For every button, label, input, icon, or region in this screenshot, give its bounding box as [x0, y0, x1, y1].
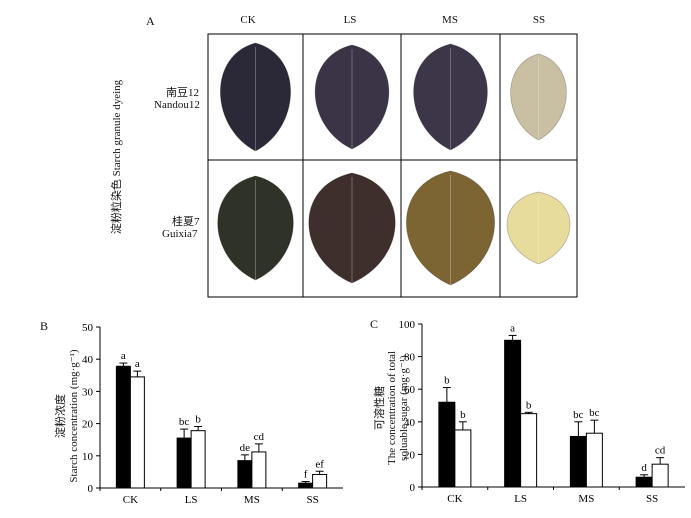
chart-c-svg: 0 20 40 60 80 100 CK b b LS a b MS bc bc SS dcd: [399, 319, 685, 505]
leaf-nandou12-ms: [413, 43, 488, 154]
chart-b-xtick-label: LS: [185, 494, 198, 506]
chart-c-ytick-label: 60: [404, 384, 416, 396]
column-label-ck: CK: [240, 14, 256, 26]
chart-c-sig-letter: b: [444, 375, 450, 387]
chart-c-bar: [651, 463, 669, 488]
chart-c-bar: [635, 476, 653, 488]
chart-b-ytick-label: 40: [82, 354, 94, 366]
leaf-guixia7-ls: [308, 172, 396, 287]
chart-b-sig-letter: f: [304, 469, 308, 481]
chart-c-bar: [454, 429, 472, 488]
panel-a-letter: A: [146, 14, 155, 28]
chart-b-sig-letter: cd: [254, 431, 265, 443]
row-label-cn-nandou12: 南豆12: [166, 87, 199, 99]
leaf-nandou12-ck: [220, 42, 291, 155]
chart-c-sig-letter: bc: [589, 407, 600, 419]
chart-b-bar: [251, 451, 267, 489]
chart-b-ytick-label: 30: [82, 386, 94, 398]
chart-b-bar: [298, 482, 314, 489]
chart-b-ytick-label: 0: [88, 483, 94, 495]
chart-c-sig-letter: b: [526, 399, 532, 411]
chart-c-xtick-label: SS: [646, 493, 658, 505]
chart-b-bar: [190, 430, 206, 489]
chart-c-xtick-label: MS: [578, 493, 594, 505]
column-label-ls: LS: [343, 14, 357, 26]
leaf-guixia7-ck: [217, 175, 294, 284]
chart-c-bar: [504, 339, 522, 488]
chart-b-sig-letter: de: [240, 442, 251, 454]
chart-c-sig-letter: b: [460, 409, 466, 421]
leaf-guixia7-ss: [506, 191, 571, 268]
chart-c-sig-letter: cd: [655, 445, 666, 457]
leaf-nandou12-ls: [314, 44, 390, 153]
column-label-ms: MS: [442, 14, 458, 26]
chart-c-ytick-label: 100: [399, 319, 416, 331]
chart-c-bar: [520, 413, 538, 488]
chart-b-bar: [237, 460, 253, 489]
chart-c-xtick-label: LS: [514, 493, 527, 505]
chart-c-bar: [569, 435, 587, 488]
chart-b-bar: [312, 473, 328, 489]
chart-b-ytick-label: 10: [82, 451, 94, 463]
chart-b-ytick-label: 50: [82, 322, 94, 334]
row-label-en-nandou12: Nandou12: [154, 99, 200, 111]
chart-c-xtick-label: CK: [447, 493, 462, 505]
chart-b-bar: [176, 437, 192, 489]
chart-c-bar: [438, 401, 456, 488]
leaf-guixia7-ms: [406, 170, 495, 289]
chart-c-sig-letter: bc: [573, 409, 584, 421]
chart-b-sig-letter: bc: [179, 416, 190, 428]
chart-b-xtick-label: SS: [307, 494, 319, 506]
chart-b-xtick-label: MS: [244, 494, 260, 506]
column-label-ss: SS: [532, 14, 546, 26]
leaf-photo-grid: [207, 33, 578, 298]
row-label-cn-guixia7: 桂夏7: [172, 216, 200, 228]
chart-c-ytick-label: 0: [410, 482, 416, 494]
chart-c-sig-letter: d: [641, 462, 647, 474]
chart-c-ytick-label: 20: [404, 449, 416, 461]
chart-b-sig-letter: b: [195, 413, 201, 425]
chart-b-bar: [129, 376, 145, 489]
panel-b-letter: B: [40, 319, 49, 333]
leaf-nandou12-ss: [510, 53, 567, 144]
chart-c-ytick-label: 80: [404, 352, 416, 364]
chart-b-sig-letter: a: [121, 350, 126, 362]
chart-b-bar: [115, 365, 131, 489]
panel-c-letter: C: [370, 317, 379, 331]
chart-c-ytick-label: 40: [404, 417, 416, 429]
row-label-en-guixia7: Guixia7: [162, 228, 198, 240]
chart-b-sig-letter: a: [135, 358, 140, 370]
chart-b-xtick-label: CK: [123, 494, 138, 506]
chart-c-sig-letter: a: [510, 322, 515, 334]
chart-b-ytick-label: 20: [82, 419, 94, 431]
chart-c-bar: [585, 432, 603, 488]
chart-b-sig-letter: ef: [315, 458, 324, 470]
